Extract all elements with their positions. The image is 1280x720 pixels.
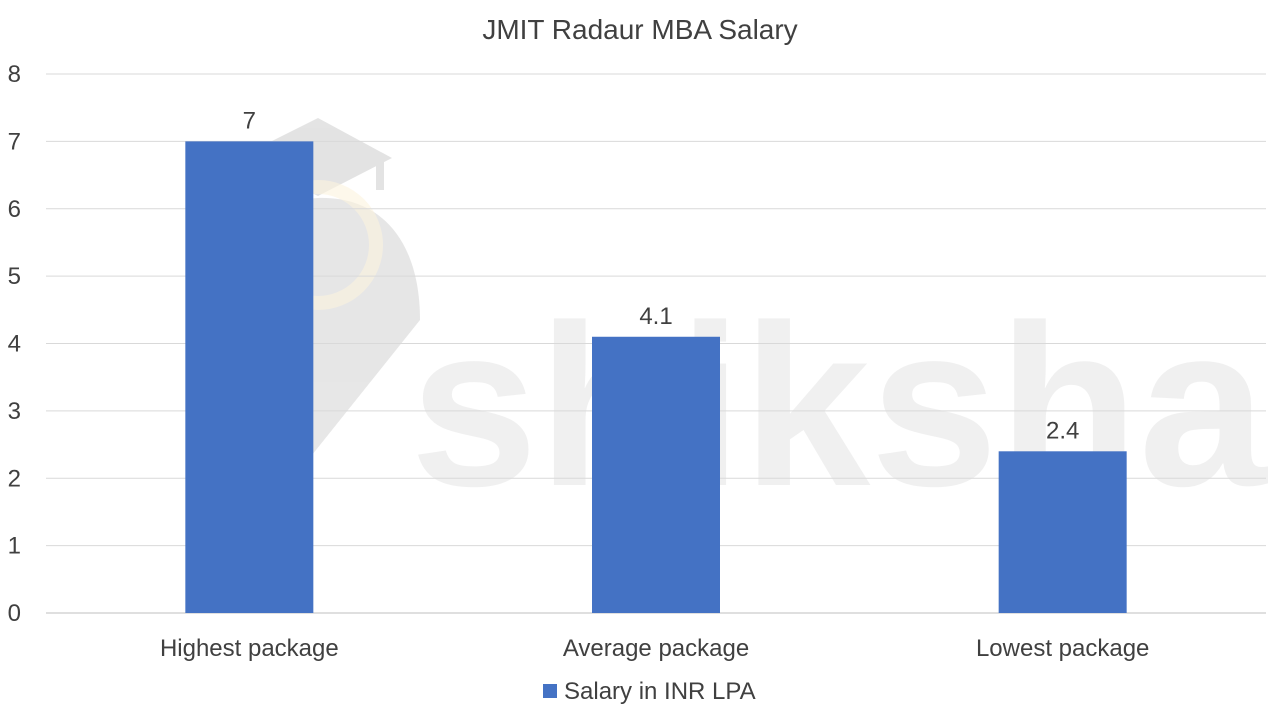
- y-tick-label: 3: [8, 398, 21, 425]
- x-axis-categories: Highest package Average package Lowest pac…: [160, 635, 1149, 662]
- bar: [998, 451, 1127, 613]
- y-tick-label: 5: [8, 263, 21, 290]
- y-tick-label: 0: [8, 600, 21, 627]
- y-tick-label: 1: [8, 533, 21, 560]
- category-label: Highest package: [160, 635, 339, 662]
- bar: [592, 336, 720, 613]
- category-label: Average package: [563, 635, 749, 662]
- y-tick-label: 4: [8, 331, 21, 358]
- data-label: 2.4: [1046, 417, 1079, 444]
- y-tick-label: 2: [8, 465, 21, 492]
- chart-title: JMIT Radaur MBA Salary: [482, 14, 797, 45]
- y-tick-label: 7: [8, 128, 21, 155]
- data-label: 4.1: [639, 303, 672, 330]
- data-labels: 7 4.1 2.4: [243, 107, 1080, 444]
- data-label: 7: [243, 107, 256, 134]
- legend-swatch: [543, 684, 557, 698]
- y-tick-label: 6: [8, 196, 21, 223]
- legend-label: Salary in INR LPA: [564, 678, 756, 705]
- y-tick-label: 8: [8, 61, 21, 88]
- bars: [185, 141, 1127, 613]
- legend: Salary in INR LPA: [543, 678, 756, 705]
- y-axis-ticks: 0 1 2 3 4 5 6 7 8: [8, 61, 21, 627]
- watermark-text: shiksha: [410, 277, 1269, 534]
- bar: [185, 141, 314, 613]
- category-label: Lowest package: [976, 635, 1149, 662]
